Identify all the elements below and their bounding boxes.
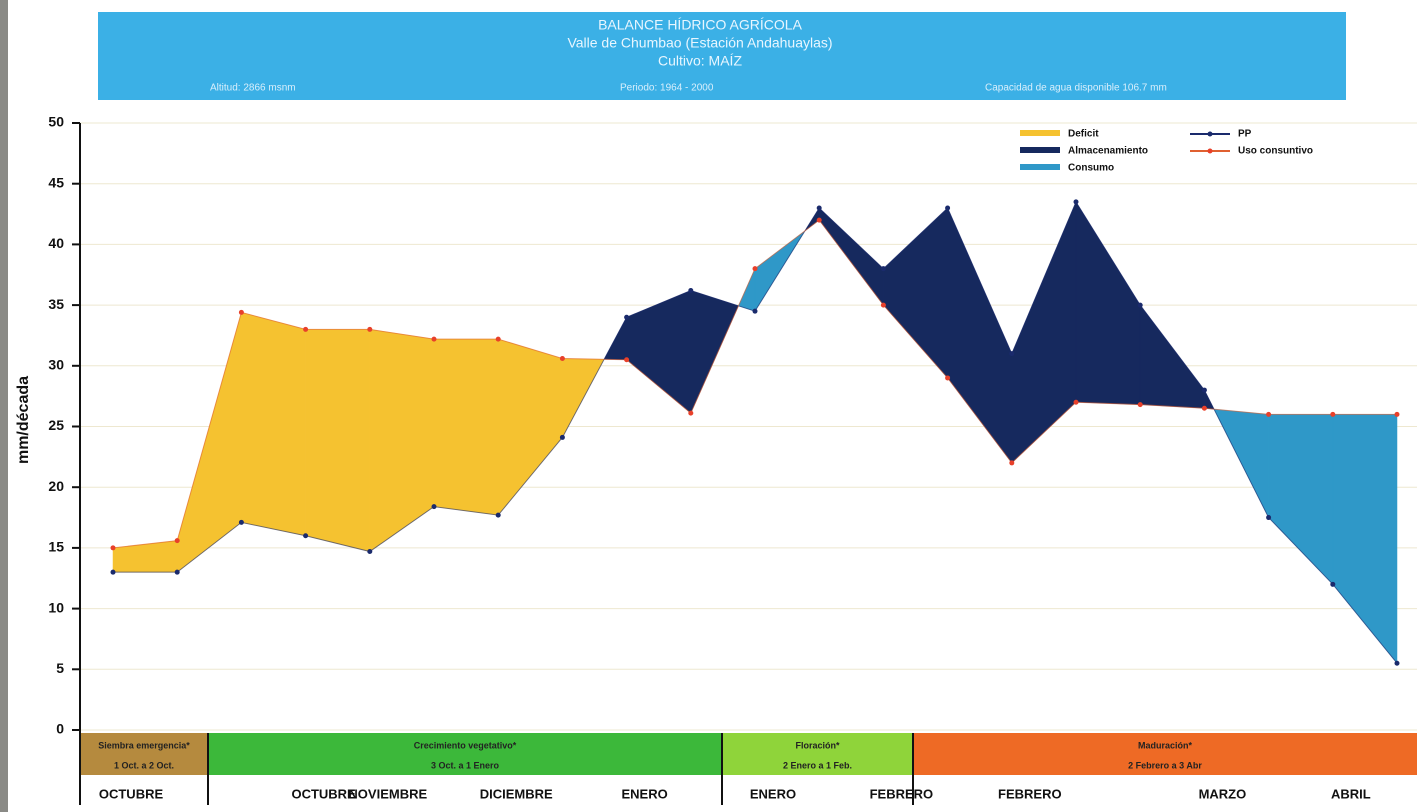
y-tick-label: 0 — [56, 721, 64, 737]
series-point — [688, 288, 694, 294]
altitude-label: Altitud: 2866 msnm — [210, 83, 296, 94]
series-point — [238, 309, 244, 315]
y-tick-label: 15 — [48, 539, 64, 555]
stage-dates: 3 Oct. a 1 Enero — [431, 760, 500, 770]
stage-band — [913, 733, 1417, 775]
series-point — [752, 266, 758, 272]
legend-swatch — [1020, 164, 1060, 170]
series-point — [1073, 399, 1079, 405]
legend-label: PP — [1238, 129, 1252, 140]
series-point — [816, 217, 822, 223]
series-point — [624, 314, 630, 320]
series-point — [431, 504, 437, 510]
series-point — [1009, 351, 1015, 357]
period-label: Periodo: 1964 - 2000 — [620, 83, 714, 94]
series-point — [1137, 402, 1143, 408]
header-band — [98, 12, 1346, 100]
series-point — [238, 519, 244, 525]
series-point — [303, 533, 309, 539]
stage-band — [80, 733, 208, 775]
series-point — [1266, 411, 1272, 417]
stage-dates: 1 Oct. a 2 Oct. — [114, 760, 174, 770]
legend-label: Deficit — [1068, 129, 1099, 140]
area-0 — [241, 312, 306, 537]
series-point — [880, 266, 886, 272]
y-tick-label: 40 — [48, 235, 64, 251]
series-point — [816, 205, 822, 211]
x-tick-label: OCTUBRE — [99, 786, 164, 801]
y-tick-label: 20 — [48, 478, 64, 494]
x-tick-label: ABRIL — [1331, 786, 1371, 801]
series-point — [880, 302, 886, 308]
legend-swatch — [1020, 130, 1060, 136]
series-point — [945, 205, 951, 211]
series-point — [1201, 387, 1207, 393]
series-point — [431, 336, 437, 342]
series-point — [367, 549, 373, 555]
y-tick-label: 35 — [48, 296, 64, 312]
series-point — [110, 569, 116, 575]
x-tick-label: OCTUBRE — [291, 786, 356, 801]
series-point — [1330, 581, 1336, 587]
x-tick-label: FEBRERO — [998, 786, 1062, 801]
legend-swatch — [1020, 147, 1060, 153]
series-point — [1009, 460, 1015, 466]
y-tick-label: 5 — [56, 660, 64, 676]
x-tick-label: FEBRERO — [870, 786, 934, 801]
series-point — [1394, 660, 1400, 666]
y-tick-label: 50 — [48, 114, 64, 130]
series-point — [1266, 515, 1272, 521]
series-point — [688, 410, 694, 416]
area-0 — [305, 329, 371, 552]
stage-name: Crecimiento vegetativo* — [414, 740, 517, 750]
y-axis-label: mm/década — [15, 376, 32, 464]
x-tick-label: ENERO — [750, 786, 796, 801]
series-point — [752, 308, 758, 314]
series-point — [945, 375, 951, 381]
x-tick-label: MARZO — [1199, 786, 1247, 801]
legend-label: Consumo — [1068, 163, 1114, 174]
x-tick-label: DICIEMBRE — [480, 786, 553, 801]
series-point — [1073, 199, 1079, 205]
series-point — [174, 538, 180, 544]
stage-band — [722, 733, 913, 775]
series-point — [1394, 411, 1400, 417]
stage-name: Floración* — [795, 740, 840, 750]
legend-dot — [1207, 148, 1213, 154]
series-point — [559, 434, 565, 440]
y-tick-label: 25 — [48, 417, 64, 433]
area-0 — [433, 338, 499, 516]
series-point — [1201, 405, 1207, 411]
x-tick-label: ENERO — [621, 786, 667, 801]
legend-dot — [1207, 131, 1213, 137]
y-tick-label: 30 — [48, 357, 64, 373]
x-tick-label: NOVIEMBRE — [348, 786, 427, 801]
stage-band — [208, 733, 722, 775]
stage-name: Siembra emergencia* — [98, 740, 190, 750]
stage-dates: 2 Enero a 1 Feb. — [783, 760, 852, 770]
y-tick-label: 45 — [48, 174, 64, 190]
series-point — [495, 512, 501, 518]
series-point — [1330, 411, 1336, 417]
chart-title: BALANCE HÍDRICO AGRÍCOLA — [598, 17, 802, 33]
series-point — [559, 356, 565, 362]
crop-label: Cultivo: MAÍZ — [658, 53, 742, 69]
series-point — [367, 326, 373, 332]
series-point — [303, 326, 309, 332]
series-point — [110, 545, 116, 551]
series-point — [495, 336, 501, 342]
series-point — [174, 569, 180, 575]
legend-label: Uso consuntivo — [1238, 146, 1313, 157]
y-tick-label: 10 — [48, 599, 64, 615]
legend-label: Almacenamiento — [1068, 146, 1148, 157]
stage-dates: 2 Febrero a 3 Abr — [1128, 760, 1202, 770]
stage-name: Maduración* — [1138, 740, 1193, 750]
capacity-label: Capacidad de agua disponible 106.7 mm — [985, 83, 1167, 94]
chart-subtitle: Valle de Chumbao (Estación Andahuaylas) — [567, 35, 832, 51]
series-point — [624, 357, 630, 363]
series-point — [1137, 302, 1143, 308]
